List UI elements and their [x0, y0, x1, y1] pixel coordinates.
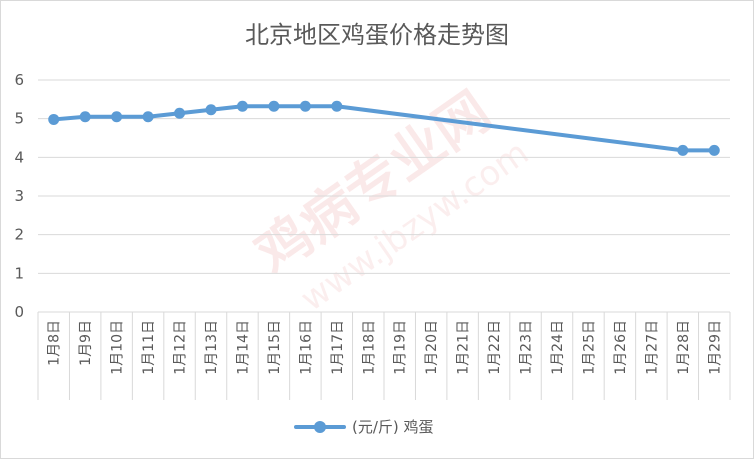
gridlines: [38, 79, 730, 313]
y-tick-label: 5: [14, 110, 24, 128]
x-tick-label: 1月17日: [330, 320, 346, 375]
x-tick-label: 1月14日: [235, 320, 251, 375]
x-tick-label: 1月28日: [676, 320, 692, 375]
y-tick-label: 3: [14, 187, 24, 205]
data-point: [677, 144, 689, 156]
data-point: [708, 144, 720, 156]
legend-label: (元/斤) 鸡蛋: [352, 418, 434, 436]
x-tick-label: 1月25日: [581, 320, 597, 375]
data-point: [79, 111, 91, 123]
x-tick-label: 1月15日: [267, 320, 283, 375]
x-tick-label: 1月16日: [298, 320, 314, 375]
data-point: [174, 107, 186, 119]
x-tick-label: 1月22日: [487, 320, 503, 375]
x-tick-label: 1月23日: [519, 320, 535, 375]
data-point: [236, 100, 248, 112]
x-tick-label: 1月26日: [613, 320, 629, 375]
data-point: [48, 113, 60, 125]
x-tick-label: 1月12日: [173, 320, 189, 375]
x-tick-label: 1月13日: [204, 320, 220, 375]
x-tick-label: 1月10日: [110, 320, 126, 375]
legend: (元/斤) 鸡蛋: [294, 418, 434, 436]
x-tick-label: 1月11日: [141, 320, 157, 375]
series-line: [48, 100, 720, 156]
x-tick-label: 1月27日: [644, 320, 660, 375]
x-tick-label: 1月18日: [361, 320, 377, 375]
data-point: [111, 111, 123, 123]
data-point: [331, 100, 343, 112]
data-point: [268, 100, 280, 112]
y-tick-label: 6: [14, 71, 24, 89]
y-tick-label: 4: [14, 148, 24, 166]
x-tick-label: 1月24日: [550, 320, 566, 375]
y-tick-label: 2: [14, 226, 24, 244]
x-tick-label: 1月9日: [78, 320, 94, 366]
x-tick-label: 1月29日: [707, 320, 723, 375]
data-point: [205, 104, 217, 116]
data-point: [299, 100, 311, 112]
chart-title: 北京地区鸡蛋价格走势图: [245, 21, 509, 49]
y-axis-ticks: 0 1 2 3 4 5 6: [14, 71, 24, 321]
y-tick-label: 0: [14, 303, 24, 321]
x-axis: 1月8日 1月9日 1月10日 1月11日 1月12日 1月13日 1月14日 1月15日 1月…: [37, 312, 731, 400]
x-tick-label: 1月19日: [393, 320, 409, 375]
x-tick-label: 1月21日: [456, 320, 472, 375]
legend-marker: [314, 421, 326, 433]
x-tick-label: 1月8日: [47, 320, 63, 366]
y-tick-label: 1: [14, 264, 24, 282]
data-point: [142, 111, 154, 123]
x-tick-label: 1月20日: [424, 320, 440, 375]
